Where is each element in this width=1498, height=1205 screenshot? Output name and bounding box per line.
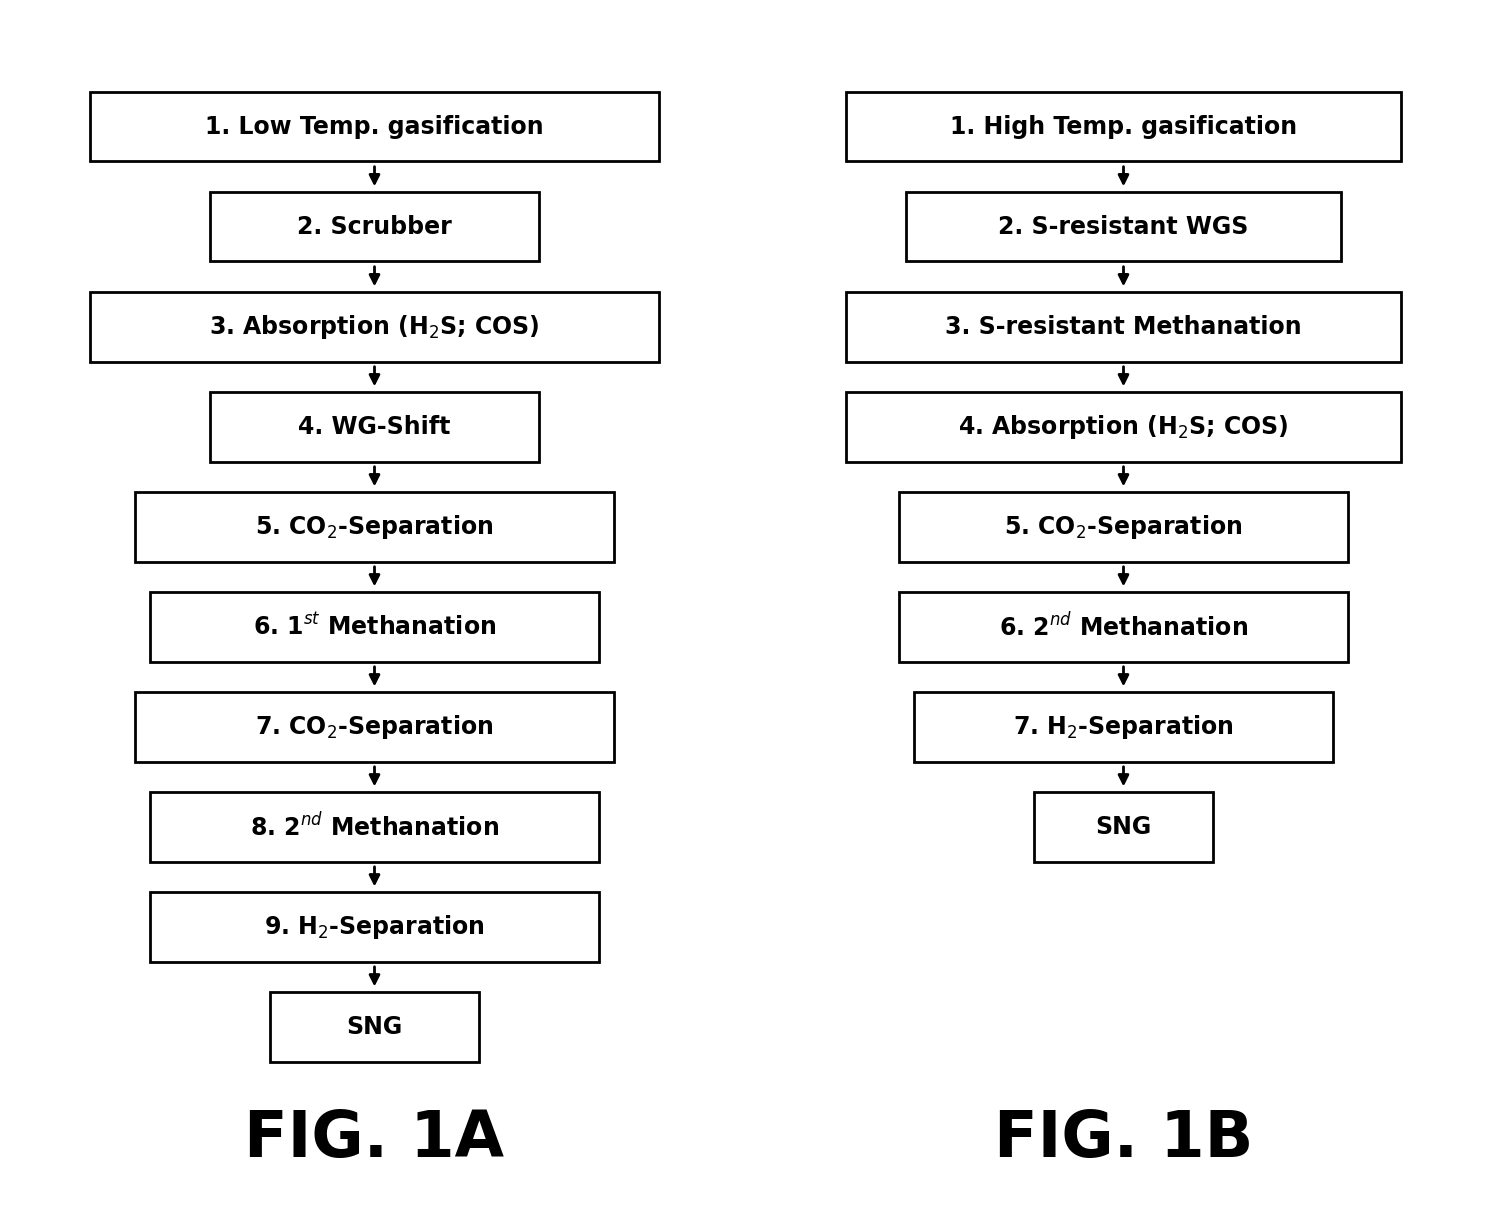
FancyBboxPatch shape xyxy=(1034,792,1213,862)
FancyBboxPatch shape xyxy=(210,192,539,261)
Text: 5. CO$_2$-Separation: 5. CO$_2$-Separation xyxy=(1004,512,1243,541)
Text: SNG: SNG xyxy=(346,1015,403,1039)
Text: 4. Absorption (H$_2$S; COS): 4. Absorption (H$_2$S; COS) xyxy=(959,412,1288,441)
FancyBboxPatch shape xyxy=(90,92,659,161)
FancyBboxPatch shape xyxy=(270,992,479,1062)
Text: 6. 2$^{nd}$ Methanation: 6. 2$^{nd}$ Methanation xyxy=(999,612,1248,641)
Text: 7. H$_2$-Separation: 7. H$_2$-Separation xyxy=(1013,712,1234,741)
FancyBboxPatch shape xyxy=(150,892,599,962)
Text: 2. Scrubber: 2. Scrubber xyxy=(297,214,452,239)
Text: 5. CO$_2$-Separation: 5. CO$_2$-Separation xyxy=(255,512,494,541)
Text: 7. CO$_2$-Separation: 7. CO$_2$-Separation xyxy=(255,712,494,741)
FancyBboxPatch shape xyxy=(90,292,659,362)
Text: 6. 1$^{st}$ Methanation: 6. 1$^{st}$ Methanation xyxy=(253,613,496,640)
FancyBboxPatch shape xyxy=(914,692,1333,762)
FancyBboxPatch shape xyxy=(150,792,599,862)
FancyBboxPatch shape xyxy=(846,392,1401,462)
Text: 1. High Temp. gasification: 1. High Temp. gasification xyxy=(950,114,1297,139)
Text: 9. H$_2$-Separation: 9. H$_2$-Separation xyxy=(264,912,485,941)
Text: 3. Absorption (H$_2$S; COS): 3. Absorption (H$_2$S; COS) xyxy=(210,312,539,341)
FancyBboxPatch shape xyxy=(846,292,1401,362)
FancyBboxPatch shape xyxy=(150,592,599,662)
Text: FIG. 1B: FIG. 1B xyxy=(993,1107,1254,1170)
Text: 2. S-resistant WGS: 2. S-resistant WGS xyxy=(998,214,1249,239)
FancyBboxPatch shape xyxy=(899,592,1348,662)
FancyBboxPatch shape xyxy=(899,492,1348,562)
Text: 8. 2$^{nd}$ Methanation: 8. 2$^{nd}$ Methanation xyxy=(250,812,499,841)
Text: 4. WG-Shift: 4. WG-Shift xyxy=(298,415,451,439)
FancyBboxPatch shape xyxy=(846,92,1401,161)
Text: FIG. 1A: FIG. 1A xyxy=(244,1107,505,1170)
FancyBboxPatch shape xyxy=(210,392,539,462)
Text: 1. Low Temp. gasification: 1. Low Temp. gasification xyxy=(205,114,544,139)
FancyBboxPatch shape xyxy=(135,692,614,762)
FancyBboxPatch shape xyxy=(906,192,1341,261)
Text: 3. S-resistant Methanation: 3. S-resistant Methanation xyxy=(945,315,1302,339)
Text: SNG: SNG xyxy=(1095,815,1152,839)
FancyBboxPatch shape xyxy=(135,492,614,562)
